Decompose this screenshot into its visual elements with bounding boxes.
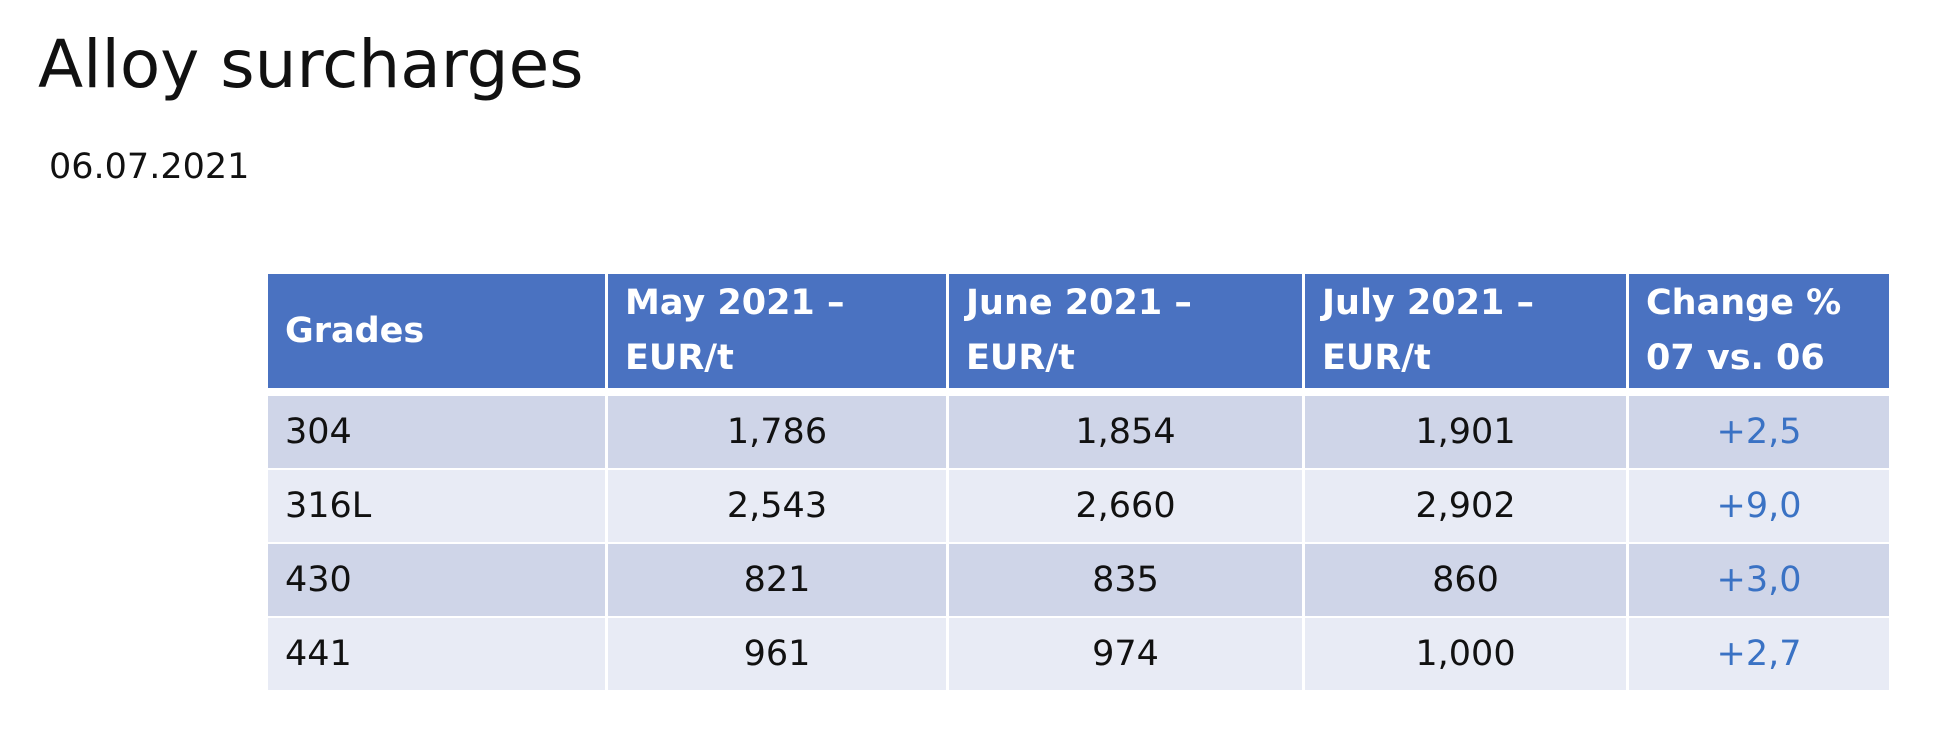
- header-grades: Grades: [268, 274, 608, 396]
- report-date: 06.07.2021: [49, 147, 250, 187]
- cell-july: 1,000: [1305, 618, 1629, 692]
- table-row: 430 821 835 860 +3,0: [268, 544, 1889, 618]
- header-july-2021: July 2021 – EUR/t: [1305, 274, 1629, 396]
- cell-grade: 441: [268, 618, 608, 692]
- table-row: 441 961 974 1,000 +2,7: [268, 618, 1889, 692]
- cell-june: 835: [949, 544, 1305, 618]
- table-header-row: Grades May 2021 – EUR/t June 2021 – EUR/t …: [268, 274, 1889, 396]
- cell-grade: 316L: [268, 470, 608, 544]
- header-change-line2: 07 vs. 06: [1646, 338, 1825, 378]
- cell-july: 860: [1305, 544, 1629, 618]
- header-may-2021: May 2021 – EUR/t: [608, 274, 949, 396]
- cell-may: 2,543: [608, 470, 949, 544]
- header-change-line1: Change %: [1646, 283, 1842, 323]
- cell-change: +9,0: [1629, 470, 1889, 544]
- header-july-line1: July 2021 –: [1322, 283, 1535, 323]
- header-july-line2: EUR/t: [1322, 338, 1431, 378]
- cell-may: 1,786: [608, 396, 949, 470]
- cell-july: 1,901: [1305, 396, 1629, 470]
- cell-change: +3,0: [1629, 544, 1889, 618]
- page-title: Alloy surcharges: [38, 26, 584, 103]
- header-june-2021: June 2021 – EUR/t: [949, 274, 1305, 396]
- cell-grade: 304: [268, 396, 608, 470]
- header-june-line1: June 2021 –: [966, 283, 1192, 323]
- cell-change: +2,5: [1629, 396, 1889, 470]
- header-grades-label: Grades: [285, 310, 425, 351]
- table-row: 304 1,786 1,854 1,901 +2,5: [268, 396, 1889, 470]
- header-change-percent: Change % 07 vs. 06: [1629, 274, 1889, 396]
- cell-june: 2,660: [949, 470, 1305, 544]
- header-may-line1: May 2021 –: [625, 283, 845, 323]
- cell-may: 961: [608, 618, 949, 692]
- cell-grade: 430: [268, 544, 608, 618]
- cell-june: 974: [949, 618, 1305, 692]
- cell-change: +2,7: [1629, 618, 1889, 692]
- table-row: 316L 2,543 2,660 2,902 +9,0: [268, 470, 1889, 544]
- alloy-surcharge-table: Grades May 2021 – EUR/t June 2021 – EUR/t …: [268, 274, 1889, 692]
- header-june-line2: EUR/t: [966, 338, 1075, 378]
- cell-july: 2,902: [1305, 470, 1629, 544]
- cell-may: 821: [608, 544, 949, 618]
- header-may-line2: EUR/t: [625, 338, 734, 378]
- cell-june: 1,854: [949, 396, 1305, 470]
